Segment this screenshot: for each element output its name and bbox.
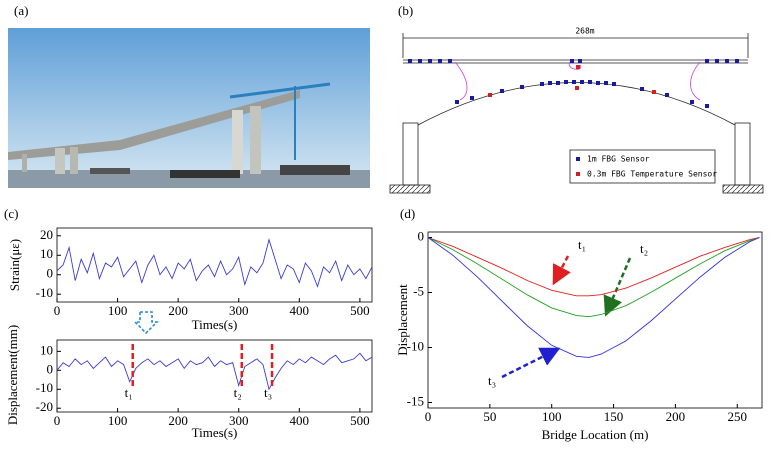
x-tick-label: 500: [350, 413, 370, 428]
series-line: [427, 237, 760, 318]
x-tick-label: 200: [666, 409, 686, 424]
x-tick-label: 0: [54, 303, 61, 318]
annotation: t₂: [640, 241, 648, 256]
x-tick-label: 200: [168, 303, 188, 318]
plot-frame: [427, 231, 763, 409]
y-tick-label: 10: [40, 342, 53, 357]
panel-label: (c): [4, 206, 18, 221]
span-label: 268m: [575, 27, 594, 36]
annotation: t₁: [578, 237, 586, 252]
bridge-diagram: [389, 33, 764, 194]
x-axis-label: Bridge Location (m): [542, 427, 649, 442]
x-tick-label: 250: [728, 409, 748, 424]
y-tick-label: -20: [36, 399, 53, 414]
y-tick-label: 0: [47, 266, 54, 281]
y-axis-label: Strain(με): [7, 239, 22, 291]
series-line: [427, 237, 760, 297]
x-tick-label: 100: [108, 413, 128, 428]
x-tick-label: 300: [229, 303, 249, 318]
annotation-arrow: [603, 257, 632, 317]
y-axis-label: Displacement(mm): [5, 325, 20, 425]
x-tick-label: 400: [290, 303, 310, 318]
annotation: t₃: [488, 373, 496, 388]
plot-frame: [56, 339, 373, 413]
series-line: [56, 238, 373, 288]
event-label: t₃: [264, 385, 272, 400]
event-label: t₂: [234, 385, 242, 400]
panel-label: (b): [398, 3, 413, 18]
transfer-arrow: [133, 311, 159, 335]
bridge-photo: [8, 28, 370, 188]
x-axis-label: Times(s): [192, 425, 238, 440]
y-tick-label: -10: [36, 380, 53, 395]
x-tick-label: 0: [425, 409, 432, 424]
y-tick-label: -10: [407, 338, 424, 353]
x-tick-label: 500: [350, 303, 370, 318]
y-tick-label: 10: [40, 246, 53, 261]
event-label: t₁: [125, 385, 133, 400]
y-tick-label: -15: [407, 393, 424, 408]
y-axis-label: Displacement: [395, 284, 410, 356]
annotation-arrow: [501, 347, 561, 379]
annotation-arrow: [552, 255, 571, 286]
y-tick-label: -10: [36, 285, 53, 300]
panel-label: (a): [14, 3, 28, 18]
y-tick-label: 0: [418, 228, 425, 243]
x-tick-label: 150: [604, 409, 624, 424]
legend-label: 1m FBG Sensor: [587, 155, 650, 164]
y-tick-label: -5: [413, 283, 424, 298]
y-tick-label: 20: [40, 227, 53, 242]
x-tick-label: 300: [229, 413, 249, 428]
plot-frame: [56, 227, 373, 303]
x-tick-label: 200: [168, 413, 188, 428]
x-tick-label: 0: [54, 413, 61, 428]
y-tick-label: 0: [47, 361, 54, 376]
x-tick-label: 50: [483, 409, 496, 424]
x-tick-label: 100: [542, 409, 562, 424]
x-tick-label: 100: [108, 303, 128, 318]
panel-label: (d): [400, 206, 415, 221]
series-line: [56, 352, 373, 391]
x-tick-label: 400: [290, 413, 310, 428]
legend-label: 0.3m FBG Temperature Sensor: [587, 170, 717, 179]
x-axis-label: Times(s): [192, 317, 238, 332]
series-line: [427, 237, 760, 358]
